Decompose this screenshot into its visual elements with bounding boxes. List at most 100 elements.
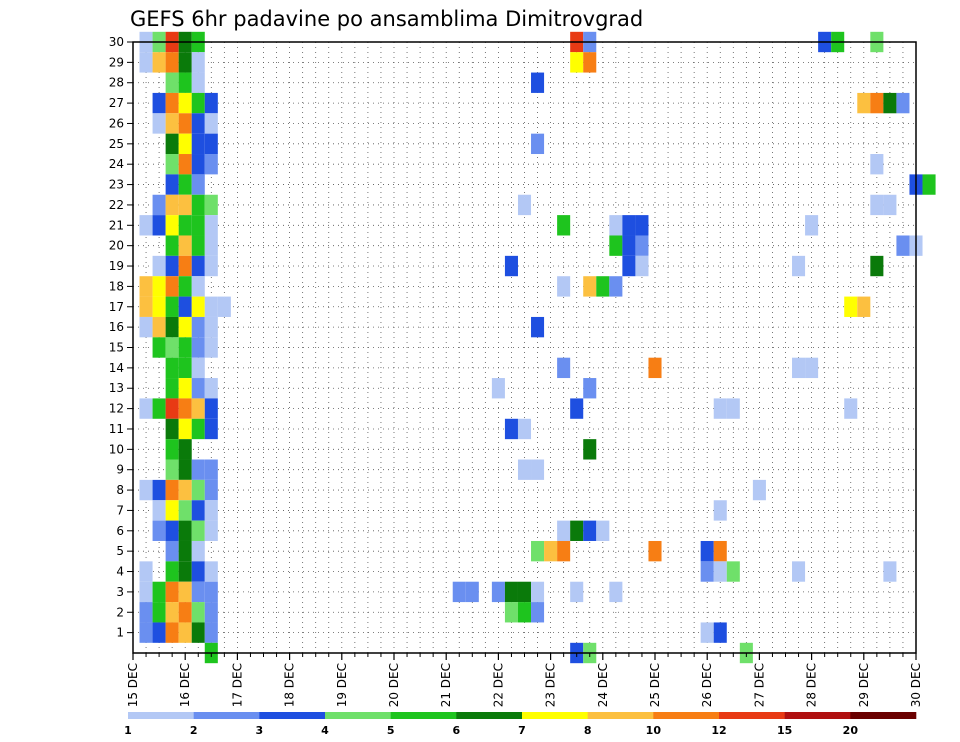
heatmap-cell <box>635 215 649 236</box>
heatmap-cell <box>504 581 518 603</box>
colorbar-legend: 1 2 3 4 5 6 7 8 10 12 15 20 <box>124 712 917 737</box>
y-tick-label: 12 <box>109 402 124 416</box>
x-tick-label: 19 DEC <box>335 663 349 707</box>
heatmap-cell <box>165 52 179 73</box>
heatmap-cell <box>165 174 179 195</box>
heatmap-cell <box>178 194 192 216</box>
colorbar-label: 4 <box>321 724 329 737</box>
heatmap-cells <box>139 31 936 664</box>
heatmap-cell <box>165 154 179 175</box>
heatmap-cell <box>165 581 179 603</box>
heatmap-cell <box>726 561 740 582</box>
heatmap-cell <box>204 154 218 175</box>
colorbar-label: 10 <box>646 724 662 737</box>
heatmap-cell <box>700 622 714 643</box>
y-tick-label: 28 <box>109 76 124 90</box>
heatmap-cell <box>191 194 205 216</box>
heatmap-cell <box>165 479 179 501</box>
heatmap-cell <box>635 255 649 277</box>
heatmap-cell <box>139 479 153 501</box>
heatmap-cell <box>570 581 584 603</box>
heatmap-cell <box>165 72 179 93</box>
colorbar-swatch <box>390 712 457 719</box>
heatmap-cell <box>178 398 192 419</box>
heatmap-cell <box>165 398 179 419</box>
heatmap-cell <box>152 398 166 419</box>
heatmap-cell <box>178 72 192 93</box>
heatmap-cell <box>870 194 884 216</box>
y-tick-label: 23 <box>109 178 124 192</box>
heatmap-cell <box>152 215 166 236</box>
heatmap-cell <box>165 357 179 379</box>
heatmap-cell <box>165 500 179 521</box>
heatmap-cell <box>191 500 205 521</box>
heatmap-cell <box>700 561 714 582</box>
heatmap-cell <box>204 622 218 643</box>
heatmap-cell <box>544 540 558 562</box>
y-tick-label: 2 <box>116 605 124 619</box>
x-tick-label: 16 DEC <box>178 663 192 707</box>
colorbar-swatch <box>193 712 260 719</box>
heatmap-cell <box>139 581 153 603</box>
heatmap-cell <box>517 459 532 480</box>
x-tick-label: 20 DEC <box>387 663 401 707</box>
heatmap-cell <box>517 194 532 216</box>
x-tick-label: 22 DEC <box>491 663 505 707</box>
heatmap-cell <box>178 439 192 460</box>
heatmap-cell <box>165 235 179 256</box>
heatmap-cell <box>191 72 205 93</box>
heatmap-cell <box>805 357 819 379</box>
heatmap-cell <box>152 581 166 603</box>
heatmap-cell <box>883 194 897 216</box>
heatmap-cell <box>622 235 636 256</box>
heatmap-cell <box>609 215 623 236</box>
y-tick-label: 18 <box>109 279 124 293</box>
heatmap-cell <box>557 215 571 236</box>
colorbar-label: 12 <box>711 724 726 737</box>
heatmap-cell <box>844 398 858 419</box>
heatmap-cell <box>583 520 597 541</box>
heatmap-cell <box>191 296 205 317</box>
heatmap-cell <box>165 561 179 582</box>
heatmap-cell <box>204 133 218 155</box>
heatmap-cell <box>191 92 205 114</box>
heatmap-cell <box>204 479 218 501</box>
heatmap-cell <box>139 398 153 419</box>
heatmap-cell <box>165 418 179 440</box>
x-tick-label: 15 DEC <box>126 663 140 707</box>
heatmap-cell <box>805 215 819 236</box>
x-tick-label: 23 DEC <box>544 663 558 707</box>
heatmap-cell <box>178 418 192 440</box>
colorbar-swatch <box>850 712 917 719</box>
heatmap-cell <box>713 561 727 582</box>
colorbar-swatch <box>522 712 588 719</box>
y-tick-label: 4 <box>116 565 124 579</box>
y-tick-label: 30 <box>109 35 124 49</box>
heatmap-cell <box>178 296 192 317</box>
heatmap-cell <box>178 602 192 623</box>
heatmap-cell <box>648 357 662 379</box>
y-tick-label: 5 <box>116 544 124 558</box>
heatmap-cell <box>165 276 179 297</box>
heatmap-cell <box>152 276 166 297</box>
y-tick-label: 20 <box>109 239 124 253</box>
x-tick-label: 25 DEC <box>648 663 662 707</box>
colorbar-swatch <box>128 712 194 719</box>
heatmap-cell <box>178 235 192 256</box>
heatmap-cell <box>204 194 218 216</box>
heatmap-cell <box>504 255 518 277</box>
heatmap-cell <box>792 255 806 277</box>
y-tick-label: 25 <box>109 137 124 151</box>
heatmap-cell <box>870 255 884 277</box>
heatmap-cell <box>596 276 610 297</box>
y-tick-label: 11 <box>109 422 124 436</box>
y-tick-label: 9 <box>116 463 124 477</box>
x-axis: 15 DEC 16 DEC 17 DEC 18 DEC 19 DEC 20 DEC 21 D… <box>126 653 923 707</box>
heatmap-cell <box>570 52 584 73</box>
heatmap-cell <box>152 194 166 216</box>
heatmap-cell <box>165 459 179 480</box>
heatmap-cell <box>870 92 884 114</box>
heatmap-cell <box>178 520 192 541</box>
heatmap-cell <box>178 316 192 338</box>
heatmap-cell <box>165 520 179 541</box>
